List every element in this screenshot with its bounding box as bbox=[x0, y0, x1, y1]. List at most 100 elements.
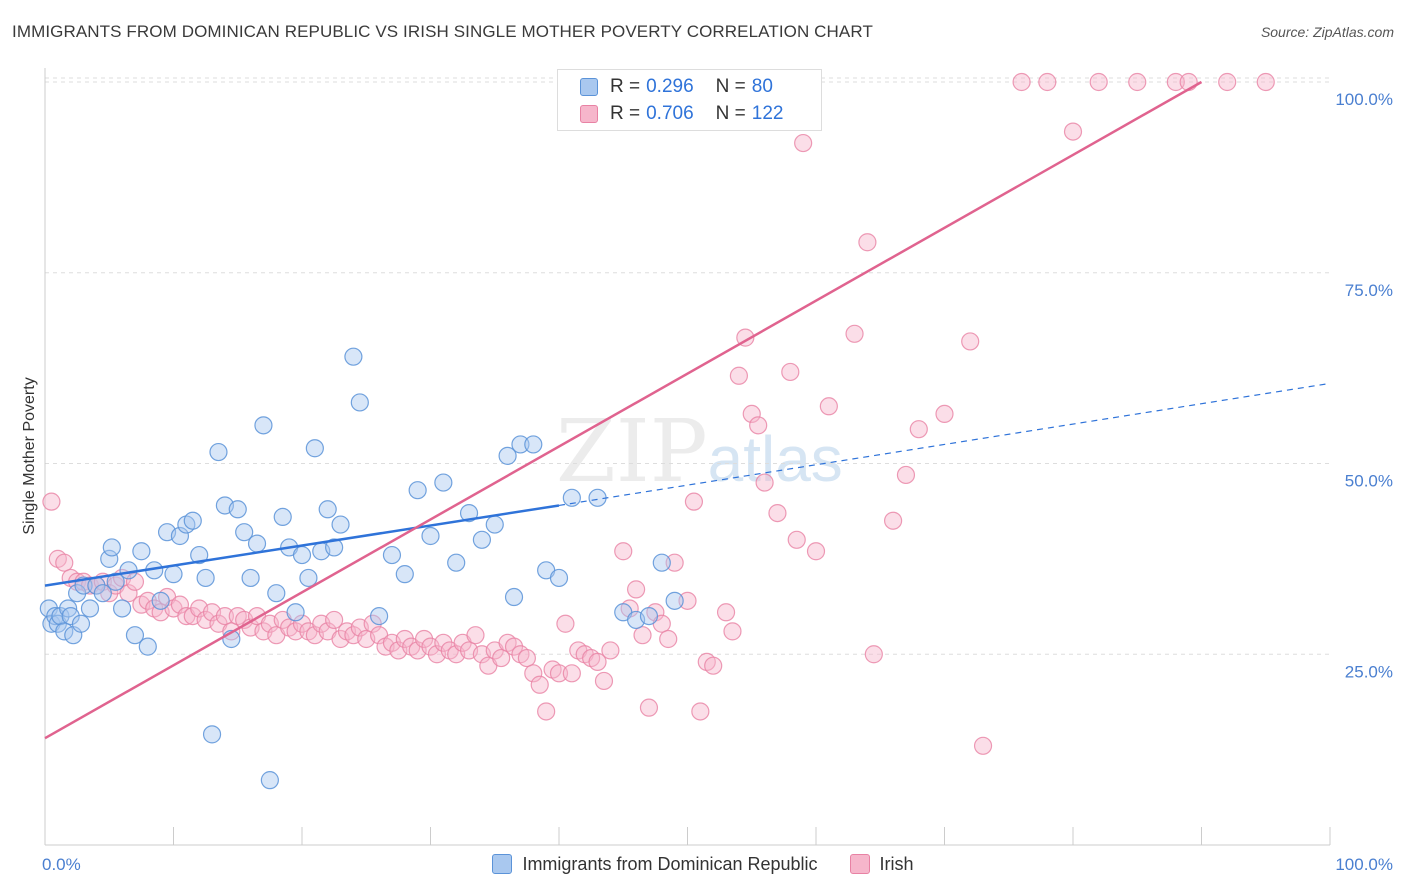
y-tick-label: 100.0% bbox=[1335, 90, 1393, 109]
legend-swatch-blue bbox=[580, 78, 598, 96]
bottom-legend-swatch-pink bbox=[849, 854, 870, 874]
dominican-point bbox=[395, 565, 414, 584]
dominican-point bbox=[472, 530, 491, 549]
irish-point bbox=[1256, 72, 1275, 92]
dominican-point bbox=[286, 603, 305, 622]
source-label: Source: ZipAtlas.com bbox=[1260, 24, 1394, 40]
irish-points bbox=[42, 72, 1275, 755]
irish-point bbox=[1012, 72, 1031, 92]
y-tick-label: 50.0% bbox=[1345, 472, 1393, 491]
dominican-point bbox=[459, 503, 479, 523]
dominican-point bbox=[170, 526, 190, 546]
irish-point bbox=[961, 332, 980, 351]
legend-r-value: 0.706 bbox=[646, 103, 694, 124]
irish-point bbox=[466, 626, 485, 645]
irish-point bbox=[896, 465, 916, 485]
legend-r-label: R = bbox=[610, 103, 641, 124]
x-tick-label: 0.0% bbox=[42, 855, 81, 874]
irish-point bbox=[325, 610, 344, 630]
dominican-point bbox=[71, 614, 91, 633]
dominican-point bbox=[318, 500, 337, 519]
dominican-point bbox=[549, 568, 569, 588]
irish-point bbox=[292, 614, 312, 633]
dominican-point bbox=[125, 626, 145, 645]
irish-point bbox=[1089, 72, 1108, 92]
dominican-point bbox=[68, 584, 87, 603]
dominican-point bbox=[61, 606, 80, 626]
trend-lines bbox=[44, 80, 1331, 740]
irish-point bbox=[639, 698, 659, 717]
dominican-point bbox=[209, 442, 228, 462]
dominican-points bbox=[39, 347, 684, 790]
irish-point bbox=[883, 511, 903, 530]
dominican-point bbox=[331, 515, 350, 534]
irish-point bbox=[749, 416, 768, 435]
dominican-point bbox=[112, 599, 132, 618]
irish-point bbox=[633, 626, 652, 645]
irish-point bbox=[119, 584, 138, 603]
irish-point bbox=[517, 648, 536, 668]
dominican-point bbox=[241, 568, 260, 588]
dominican-point bbox=[421, 526, 440, 546]
irish-point bbox=[414, 629, 434, 649]
irish-point bbox=[787, 530, 806, 549]
irish-point bbox=[742, 404, 761, 424]
irish-point bbox=[755, 473, 774, 492]
chart-title: IMMIGRANTS FROM DOMINICAN REPUBLIC VS IR… bbox=[12, 22, 873, 41]
irish-point bbox=[125, 572, 145, 591]
irish-point bbox=[729, 366, 749, 385]
irish-point bbox=[1128, 72, 1147, 92]
dominican-point bbox=[273, 507, 292, 527]
dominican-trend-extension bbox=[558, 382, 1331, 507]
irish-point bbox=[594, 671, 614, 691]
dominican-point bbox=[639, 606, 659, 626]
dominican-point bbox=[299, 568, 318, 588]
irish-point bbox=[55, 553, 74, 572]
irish-point bbox=[806, 542, 826, 561]
dominican-point bbox=[228, 500, 247, 519]
bottom-legend-dominican[interactable]: Immigrants from Dominican Republic bbox=[492, 854, 818, 875]
irish-point bbox=[909, 420, 928, 439]
dominican-point bbox=[190, 545, 209, 565]
irish-point bbox=[434, 633, 453, 652]
dominican-point bbox=[102, 538, 121, 557]
axes bbox=[44, 68, 1331, 846]
irish-point bbox=[723, 622, 742, 641]
irish-point bbox=[794, 133, 813, 153]
irish-point bbox=[562, 664, 581, 683]
dominican-point bbox=[504, 587, 524, 607]
legend-r-value: 0.296 bbox=[646, 76, 694, 97]
irish-point bbox=[42, 492, 61, 511]
dominican-point bbox=[119, 561, 138, 580]
dominican-point bbox=[260, 771, 279, 790]
y-tick-label: 25.0% bbox=[1345, 662, 1393, 681]
irish-point bbox=[678, 591, 697, 610]
dominican-point bbox=[55, 622, 74, 641]
legend-n-value: 122 bbox=[751, 103, 784, 124]
dominican-point bbox=[524, 435, 543, 454]
dominican-point bbox=[132, 542, 151, 561]
legend-swatch-pink bbox=[580, 105, 598, 123]
irish-trend-line bbox=[44, 80, 1203, 740]
dominican-point bbox=[652, 553, 671, 572]
dominican-point bbox=[100, 549, 119, 568]
irish-point bbox=[524, 664, 543, 683]
irish-point bbox=[601, 641, 620, 660]
y-axis-label: Single Mother Poverty bbox=[21, 377, 38, 534]
dominican-trend-line bbox=[44, 504, 560, 587]
dominican-point bbox=[196, 568, 215, 588]
legend-n-label: N = bbox=[715, 103, 746, 124]
irish-point bbox=[858, 233, 877, 252]
bottom-legend-irish[interactable]: Irish bbox=[849, 854, 914, 875]
dominican-point bbox=[344, 347, 363, 366]
irish-point bbox=[395, 629, 414, 649]
dominican-point bbox=[93, 584, 112, 603]
grid-lines bbox=[45, 77, 1330, 655]
dominican-point bbox=[267, 584, 286, 603]
irish-point bbox=[768, 503, 787, 523]
irish-point bbox=[549, 664, 569, 683]
irish-point bbox=[973, 736, 993, 755]
x-tick-label: 100.0% bbox=[1335, 855, 1393, 874]
irish-point bbox=[530, 675, 549, 694]
